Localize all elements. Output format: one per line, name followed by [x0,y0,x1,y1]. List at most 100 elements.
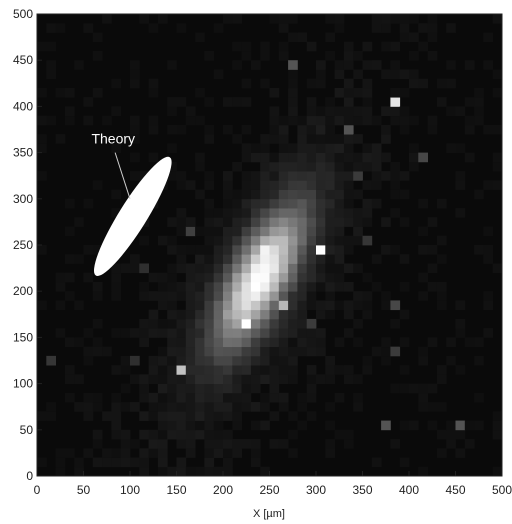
intensity-pixel [46,60,56,70]
intensity-pixel [288,198,298,209]
intensity-pixel [139,392,149,403]
intensity-pixel [102,346,112,357]
intensity-pixel [409,14,419,24]
intensity-pixel [139,457,149,468]
intensity-pixel [83,245,94,255]
intensity-pixel [232,281,242,292]
intensity-pixel [111,143,122,153]
intensity-pixel [260,41,270,52]
intensity-pixel [223,328,233,338]
intensity-pixel [148,355,159,366]
intensity-pixel [306,115,317,126]
intensity-pixel [390,106,401,117]
intensity-pixel [427,245,438,255]
intensity-pixel [316,254,326,264]
intensity-pixel [195,272,205,283]
intensity-pixel [157,346,168,357]
intensity-pixel [250,439,261,449]
intensity-pixel [418,272,428,283]
intensity-pixel [399,281,410,292]
intensity-pixel [157,291,168,301]
intensity-pixel [250,245,261,255]
intensity-pixel [250,448,261,458]
intensity-pixel [232,198,242,209]
intensity-pixel [167,309,177,320]
intensity-pixel [399,254,410,264]
intensity-pixel [278,439,289,449]
intensity-pixel [353,263,363,274]
intensity-pixel [195,411,205,421]
intensity-pixel [241,263,252,274]
intensity-pixel [297,318,308,329]
intensity-pixel [306,124,317,135]
intensity-pixel [213,226,224,237]
intensity-pixel [269,134,280,144]
intensity-pixel [204,198,215,209]
intensity-pixel [371,254,382,264]
intensity-pixel [325,245,335,255]
intensity-pixel [316,124,326,135]
intensity-pixel [213,448,224,458]
intensity-pixel [390,346,401,357]
intensity-pixel [213,466,224,476]
intensity-pixel [204,300,215,311]
intensity-pixel [223,411,233,421]
intensity-pixel [316,143,326,153]
intensity-pixel [213,309,224,320]
intensity-pixel [390,171,401,181]
intensity-pixel [148,87,159,98]
intensity-pixel [325,226,335,237]
intensity-pixel [362,97,373,107]
intensity-pixel [260,263,270,274]
intensity-pixel [111,291,122,301]
intensity-pixel [297,124,308,135]
intensity-pixel [390,245,401,255]
intensity-pixel [223,318,233,329]
intensity-pixel [325,161,335,172]
intensity-pixel [241,245,252,255]
intensity-pixel [325,439,335,449]
intensity-pixel [195,309,205,320]
intensity-pixel [223,402,233,412]
intensity-pixel [278,263,289,274]
intensity-pixel [334,245,345,255]
intensity-pixel [204,429,215,440]
intensity-pixel [288,448,298,458]
intensity-pixel [297,346,308,357]
intensity-pixel [167,272,177,283]
intensity-pixel [474,106,484,117]
intensity-pixel [195,374,205,384]
y-tick-label: 450 [13,53,33,67]
intensity-pixel [130,263,140,274]
intensity-pixel [232,254,242,264]
intensity-pixel [83,23,94,33]
intensity-pixel [427,420,438,431]
intensity-pixel [269,272,280,283]
intensity-pixel [204,402,215,412]
intensity-pixel [250,198,261,209]
intensity-pixel [130,152,140,163]
intensity-pixel [167,300,177,311]
intensity-pixel [176,97,187,107]
intensity-pixel [343,309,354,320]
intensity-pixel [343,235,354,246]
intensity-pixel [390,14,401,24]
intensity-pixel [185,448,196,458]
intensity-pixel [176,420,187,431]
intensity-pixel [334,272,345,283]
intensity-pixel [353,402,363,412]
intensity-pixel [297,143,308,153]
intensity-pixel [288,189,298,200]
intensity-pixel [278,392,289,403]
intensity-pixel [139,171,149,181]
intensity-pixel [390,97,401,107]
intensity-pixel [455,208,466,218]
intensity-pixel [148,328,159,338]
intensity-pixel [37,171,47,181]
intensity-pixel [278,124,289,135]
intensity-pixel [288,328,298,338]
intensity-pixel [260,374,270,384]
intensity-pixel [297,272,308,283]
intensity-pixel [409,32,419,43]
intensity-pixel [334,365,345,375]
